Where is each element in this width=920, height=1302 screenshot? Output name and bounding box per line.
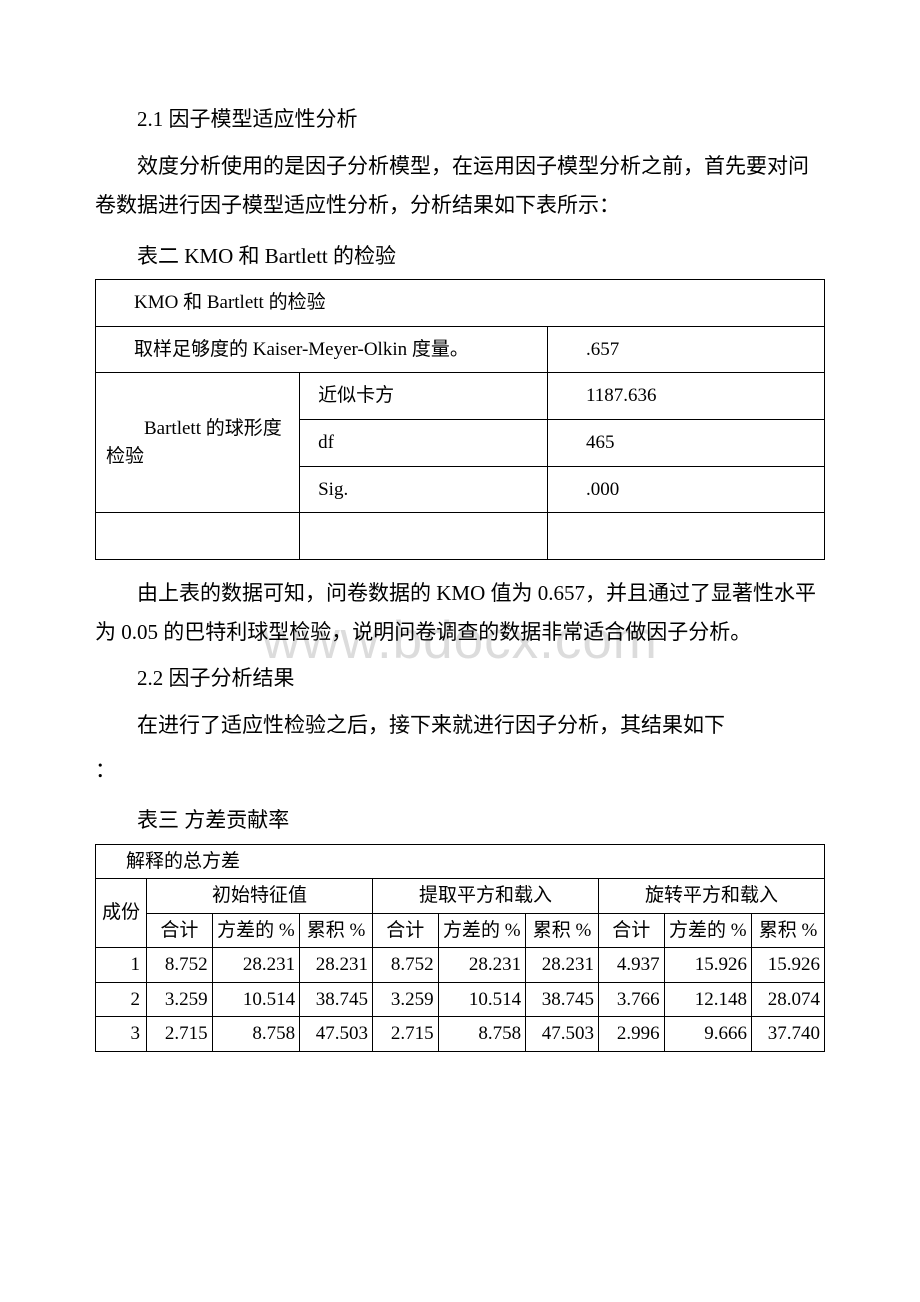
bartlett-chi-value: 1187.636	[547, 373, 824, 420]
cell: 28.231	[212, 948, 299, 983]
variance-table: 解释的总方差 成份 初始特征值 提取平方和载入 旋转平方和载入 合计 方差的 %…	[95, 844, 825, 1052]
cell: 3.766	[598, 982, 664, 1017]
kmo-empty-cell	[300, 513, 548, 560]
kmo-header: KMO 和 Bartlett 的检验	[96, 280, 825, 327]
kmo-measure-label: 取样足够度的 Kaiser-Meyer-Olkin 度量。	[96, 326, 548, 373]
cell: 47.503	[300, 1017, 373, 1052]
section-2-2-title: 2.2 因子分析结果	[95, 659, 825, 698]
cell: 38.745	[526, 982, 599, 1017]
paragraph-after-kmo: 由上表的数据可知，问卷数据的 KMO 值为 0.657，并且通过了显著性水平为 …	[95, 574, 825, 652]
table-row: 3 2.715 8.758 47.503 2.715 8.758 47.503 …	[96, 1017, 825, 1052]
bartlett-label: Bartlett 的球形度检验	[96, 373, 300, 513]
sub-varpct: 方差的 %	[664, 913, 751, 948]
kmo-empty-cell	[547, 513, 824, 560]
col-component: 成份	[96, 879, 147, 948]
cell: 28.231	[526, 948, 599, 983]
sub-total: 合计	[147, 913, 213, 948]
cell: 28.231	[438, 948, 525, 983]
bartlett-sig-label: Sig.	[300, 466, 548, 513]
cell: 28.074	[752, 982, 825, 1017]
colon-line: ：	[95, 753, 825, 789]
cell: 3	[96, 1017, 147, 1052]
bartlett-sig-value: .000	[547, 466, 824, 513]
cell: 2.715	[147, 1017, 213, 1052]
sub-varpct: 方差的 %	[212, 913, 299, 948]
cell: 15.926	[664, 948, 751, 983]
cell: 8.758	[212, 1017, 299, 1052]
variance-header: 解释的总方差	[96, 844, 825, 879]
cell: 10.514	[438, 982, 525, 1017]
cell: 47.503	[526, 1017, 599, 1052]
sub-cumpct: 累积 %	[526, 913, 599, 948]
cell: 12.148	[664, 982, 751, 1017]
section-2-2-body: 在进行了适应性检验之后，接下来就进行因子分析，其结果如下	[95, 706, 825, 745]
table-2-caption: 表二 KMO 和 Bartlett 的检验	[95, 237, 825, 276]
cell: 28.231	[300, 948, 373, 983]
section-2-1-body: 效度分析使用的是因子分析模型，在运用因子模型分析之前，首先要对问卷数据进行因子模…	[95, 147, 825, 225]
cell: 38.745	[300, 982, 373, 1017]
kmo-measure-value: .657	[547, 326, 824, 373]
cell: 37.740	[752, 1017, 825, 1052]
col-group-rotate: 旋转平方和载入	[598, 879, 824, 914]
cell: 8.758	[438, 1017, 525, 1052]
sub-cumpct: 累积 %	[752, 913, 825, 948]
table-row: 2 3.259 10.514 38.745 3.259 10.514 38.74…	[96, 982, 825, 1017]
cell: 3.259	[372, 982, 438, 1017]
cell: 2.996	[598, 1017, 664, 1052]
cell: 3.259	[147, 982, 213, 1017]
cell: 9.666	[664, 1017, 751, 1052]
cell: 2.715	[372, 1017, 438, 1052]
cell: 15.926	[752, 948, 825, 983]
sub-total: 合计	[598, 913, 664, 948]
bartlett-chi-label: 近似卡方	[300, 373, 548, 420]
table-row: 1 8.752 28.231 28.231 8.752 28.231 28.23…	[96, 948, 825, 983]
col-group-initial: 初始特征值	[147, 879, 373, 914]
kmo-bartlett-table: KMO 和 Bartlett 的检验 取样足够度的 Kaiser-Meyer-O…	[95, 279, 825, 559]
sub-cumpct: 累积 %	[300, 913, 373, 948]
bartlett-df-value: 465	[547, 420, 824, 467]
bartlett-df-label: df	[300, 420, 548, 467]
cell: 8.752	[147, 948, 213, 983]
kmo-empty-cell	[96, 513, 300, 560]
sub-varpct: 方差的 %	[438, 913, 525, 948]
cell: 10.514	[212, 982, 299, 1017]
cell: 2	[96, 982, 147, 1017]
table-3-caption: 表三 方差贡献率	[95, 801, 825, 840]
cell: 4.937	[598, 948, 664, 983]
col-group-extract: 提取平方和载入	[372, 879, 598, 914]
sub-total: 合计	[372, 913, 438, 948]
cell: 8.752	[372, 948, 438, 983]
section-2-1-title: 2.1 因子模型适应性分析	[95, 100, 825, 139]
cell: 1	[96, 948, 147, 983]
